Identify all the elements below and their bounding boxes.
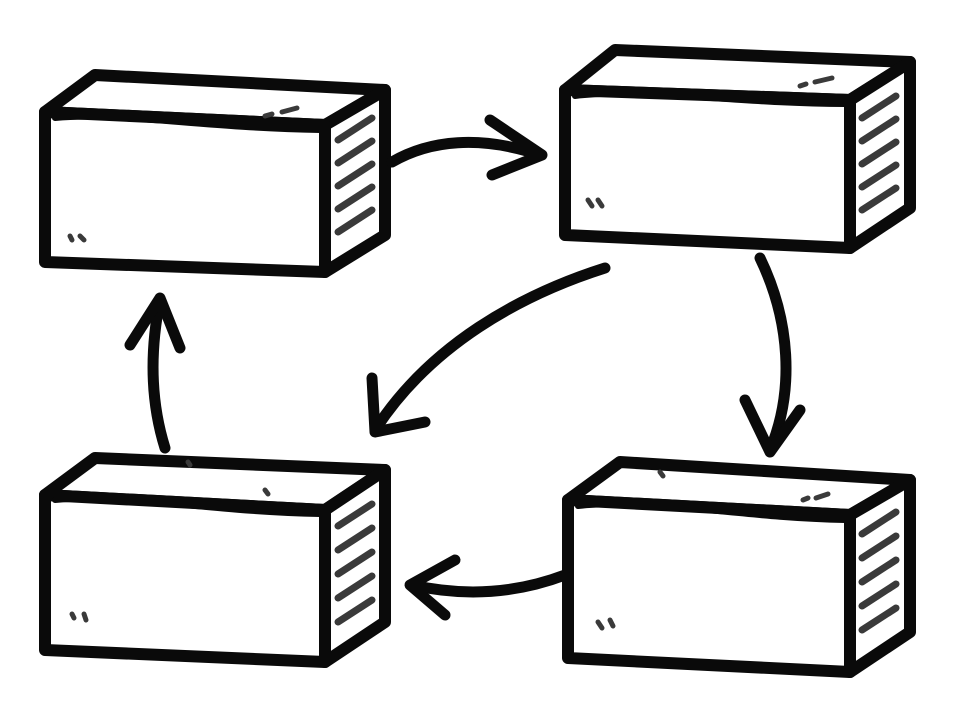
box-top-left-hatching [334,114,376,236]
box-top-left-side-face [319,84,391,278]
box-bottom-right-hatching [858,508,900,634]
box-bottom-left-highlights [69,459,271,623]
box-bottom-right-top-edge [575,501,848,523]
box-top-right-top-edge [572,90,848,107]
box-bottom-right [562,456,916,678]
arrow-top-right-to-bottom-left [366,262,611,438]
box-bottom-left-front-face [39,489,331,668]
box-top-left-highlights [67,105,300,243]
arrow-top-right-to-bottom-right [739,252,806,458]
box-bottom-right-front-face [562,494,856,678]
box-top-left [39,69,391,278]
box-bottom-left-top-edge [52,495,323,517]
arrow-top-left-to-top-right [386,114,548,181]
box-bottom-left [39,452,391,668]
box-top-left-front-face [39,106,331,278]
box-top-left-top-edge [52,113,323,133]
arrow-bottom-right-to-bottom-left [404,554,571,621]
box-top-right-front-face [559,84,856,254]
box-bottom-right-highlights [595,469,831,631]
box-top-right-highlights [585,75,835,209]
box-bottom-left-hatching [334,500,376,626]
box-bottom-right-side-face [844,474,916,678]
box-top-right-hatching [858,92,900,214]
box-top-right [559,44,916,254]
arrow-bottom-left-to-top-left [124,292,186,454]
